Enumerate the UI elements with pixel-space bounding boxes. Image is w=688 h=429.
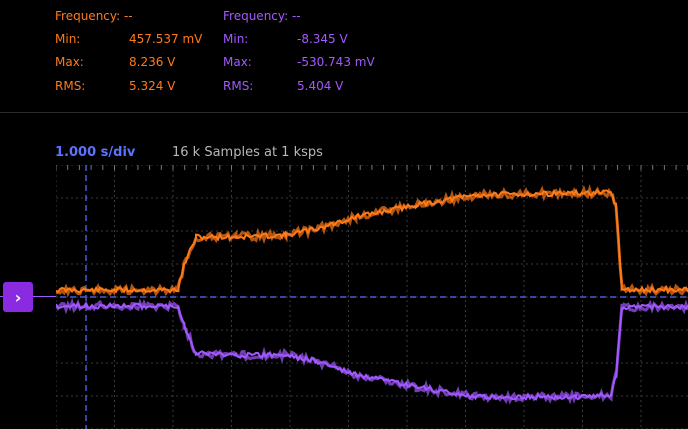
ch2-frequency: Frequency: -- — [223, 9, 301, 23]
oscilloscope-display[interactable] — [56, 165, 688, 429]
ch2-min-label: Min: — [223, 32, 249, 46]
ch1-trace — [56, 183, 688, 298]
timebase-label[interactable]: 1.000 s/div — [55, 145, 136, 160]
ch1-waveform-noise — [56, 183, 688, 298]
ch1-min-label: Min: — [55, 32, 81, 46]
ch2-max-label: Max: — [223, 55, 252, 69]
measurement-divider — [0, 112, 688, 113]
ch2-marker-button[interactable]: › — [3, 282, 33, 312]
ch1-max-value: 8.236 V — [129, 55, 176, 69]
ch2-max-value: -530.743 mV — [297, 55, 375, 69]
ch2-rms-label: RMS: — [223, 79, 254, 93]
ch2-waveform-noise — [56, 297, 688, 405]
ch2-min-value: -8.345 V — [297, 32, 348, 46]
ch2-rms-value: 5.404 V — [297, 79, 344, 93]
ch1-min-value: 457.537 mV — [129, 32, 203, 46]
ch1-rms-value: 5.324 V — [129, 79, 176, 93]
ch1-frequency: Frequency: -- — [55, 9, 133, 23]
ch2-waveform — [56, 301, 688, 401]
ch2-trace — [56, 297, 688, 405]
ch1-max-label: Max: — [55, 55, 84, 69]
sample-info: 16 k Samples at 1 ksps — [172, 145, 323, 160]
chevron-right-icon: › — [14, 287, 22, 307]
ch1-waveform — [56, 188, 688, 295]
ch1-rms-label: RMS: — [55, 79, 86, 93]
